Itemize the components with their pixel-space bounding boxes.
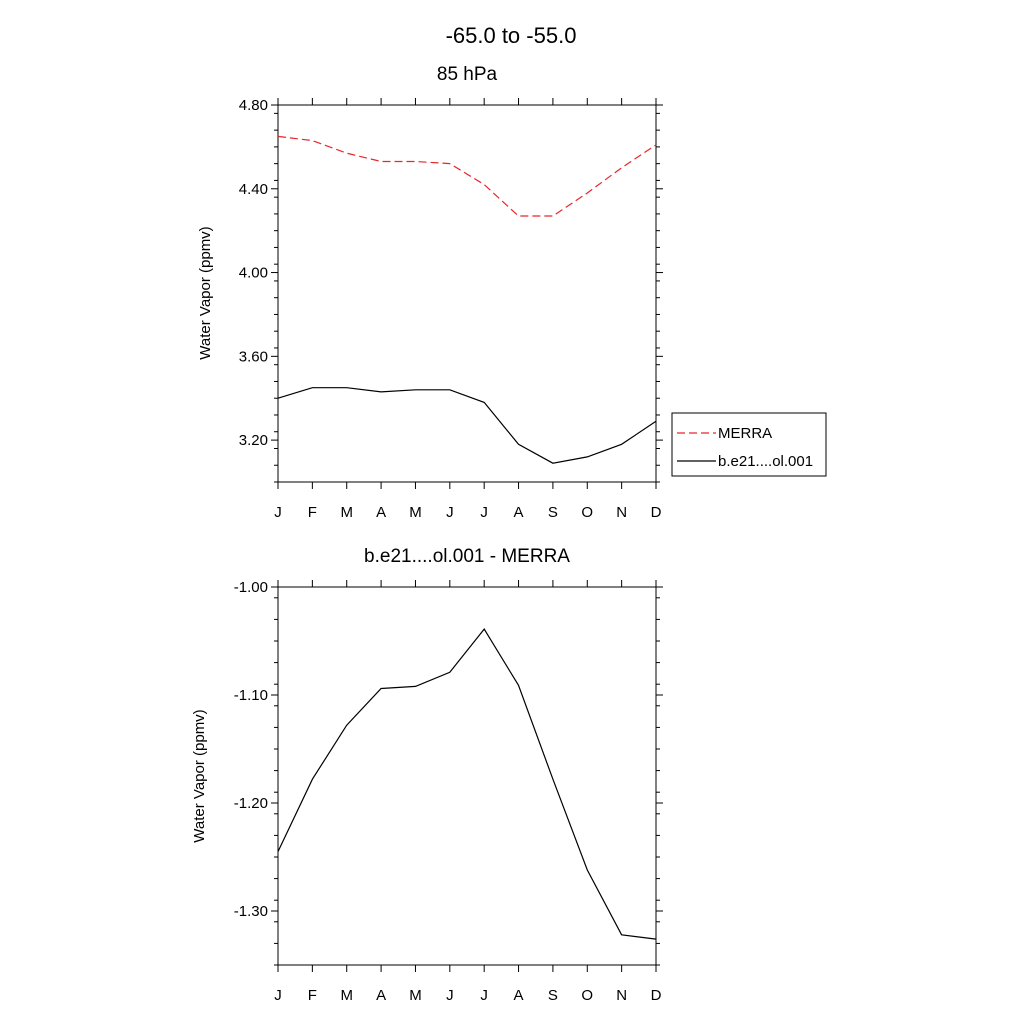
x-tick-label: A — [376, 504, 386, 521]
y-tick-label: -1.00 — [234, 579, 268, 596]
x-tick-label: A — [514, 504, 524, 521]
y-tick-label: -1.30 — [234, 903, 268, 920]
x-tick-label: S — [548, 504, 558, 521]
bottom-panel-y-axis-label: Water Vapor (ppmv) — [191, 709, 208, 842]
x-tick-label: F — [308, 504, 317, 521]
difference-series-line — [277, 628, 657, 940]
y-tick-label: 3.20 — [239, 432, 268, 449]
top-panel: 85 hPa Water Vapor (ppmv) J F M A M J J A S O N D 3.… — [197, 64, 663, 521]
x-tick-label: N — [616, 987, 627, 1004]
x-tick-label: F — [308, 987, 317, 1004]
x-tick-label: J — [480, 987, 488, 1004]
x-tick-label: D — [651, 504, 662, 521]
x-tick-label: A — [514, 987, 524, 1004]
x-tick-label: M — [340, 987, 353, 1004]
x-tick-label: J — [446, 504, 454, 521]
y-tick-label: 3.60 — [239, 348, 268, 365]
legend-box — [671, 412, 827, 477]
plot-frame — [277, 104, 657, 483]
top-panel-y-axis-label: Water Vapor (ppmv) — [197, 226, 214, 359]
x-tick-label: J — [446, 987, 454, 1004]
x-tick-label: N — [616, 504, 627, 521]
top-panel-title: 85 hPa — [437, 64, 498, 85]
plot-frame — [277, 586, 657, 966]
y-tick-label: 4.40 — [239, 181, 268, 198]
x-tick-label: J — [274, 987, 282, 1004]
x-tick-label: O — [581, 504, 593, 521]
bottom-panel: b.e21....ol.001 - MERRA Water Vapor (ppm… — [191, 546, 663, 1004]
top-panel-legend: MERRA b.e21....ol.001 — [671, 412, 827, 477]
x-tick-label: J — [480, 504, 488, 521]
x-tick-label: M — [409, 504, 422, 521]
series-line-b-e21-ol-001 — [277, 387, 657, 464]
legend-label: MERRA — [718, 425, 772, 442]
bottom-panel-title: b.e21....ol.001 - MERRA — [364, 546, 570, 567]
x-tick-label: S — [548, 987, 558, 1004]
y-tick-label: -1.20 — [234, 795, 268, 812]
x-tick-label: M — [409, 987, 422, 1004]
x-tick-label: A — [376, 987, 386, 1004]
x-tick-label: M — [340, 504, 353, 521]
y-tick-label: -1.10 — [234, 687, 268, 704]
x-tick-label: D — [651, 987, 662, 1004]
series-line-merra — [277, 135, 657, 217]
y-tick-label: 4.00 — [239, 265, 268, 282]
legend-label: b.e21....ol.001 — [718, 453, 813, 470]
y-tick-label: 4.80 — [239, 97, 268, 114]
x-tick-label: J — [274, 504, 282, 521]
x-tick-label: O — [581, 987, 593, 1004]
figure-title: -65.0 to -55.0 — [446, 23, 577, 48]
